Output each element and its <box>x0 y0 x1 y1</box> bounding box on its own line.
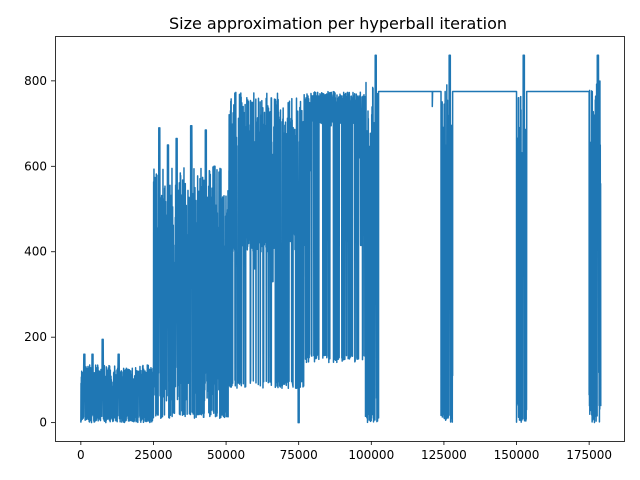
x-tick-label: 75000 <box>280 448 318 462</box>
x-tick-label: 175000 <box>566 448 612 462</box>
series-line <box>80 54 602 424</box>
x-tick-label: 0 <box>77 448 85 462</box>
axes-layer: 0 25000 50000 75000 100000 125000 150000 175000… <box>24 74 612 462</box>
y-tick-label: 400 <box>24 245 47 259</box>
chart-title: Size approximation per hyperball iterati… <box>169 14 507 33</box>
series-layer <box>80 54 602 424</box>
plot-frame <box>55 36 625 442</box>
x-tick-label: 50000 <box>207 448 245 462</box>
y-tick-label: 600 <box>24 159 47 173</box>
x-tick-label: 25000 <box>134 448 172 462</box>
x-tick-label: 100000 <box>348 448 394 462</box>
y-tick-label: 0 <box>39 416 47 430</box>
y-tick-label: 800 <box>24 74 47 88</box>
y-tick-label: 200 <box>24 330 47 344</box>
x-tick-label: 125000 <box>421 448 467 462</box>
x-tick-label: 150000 <box>494 448 540 462</box>
